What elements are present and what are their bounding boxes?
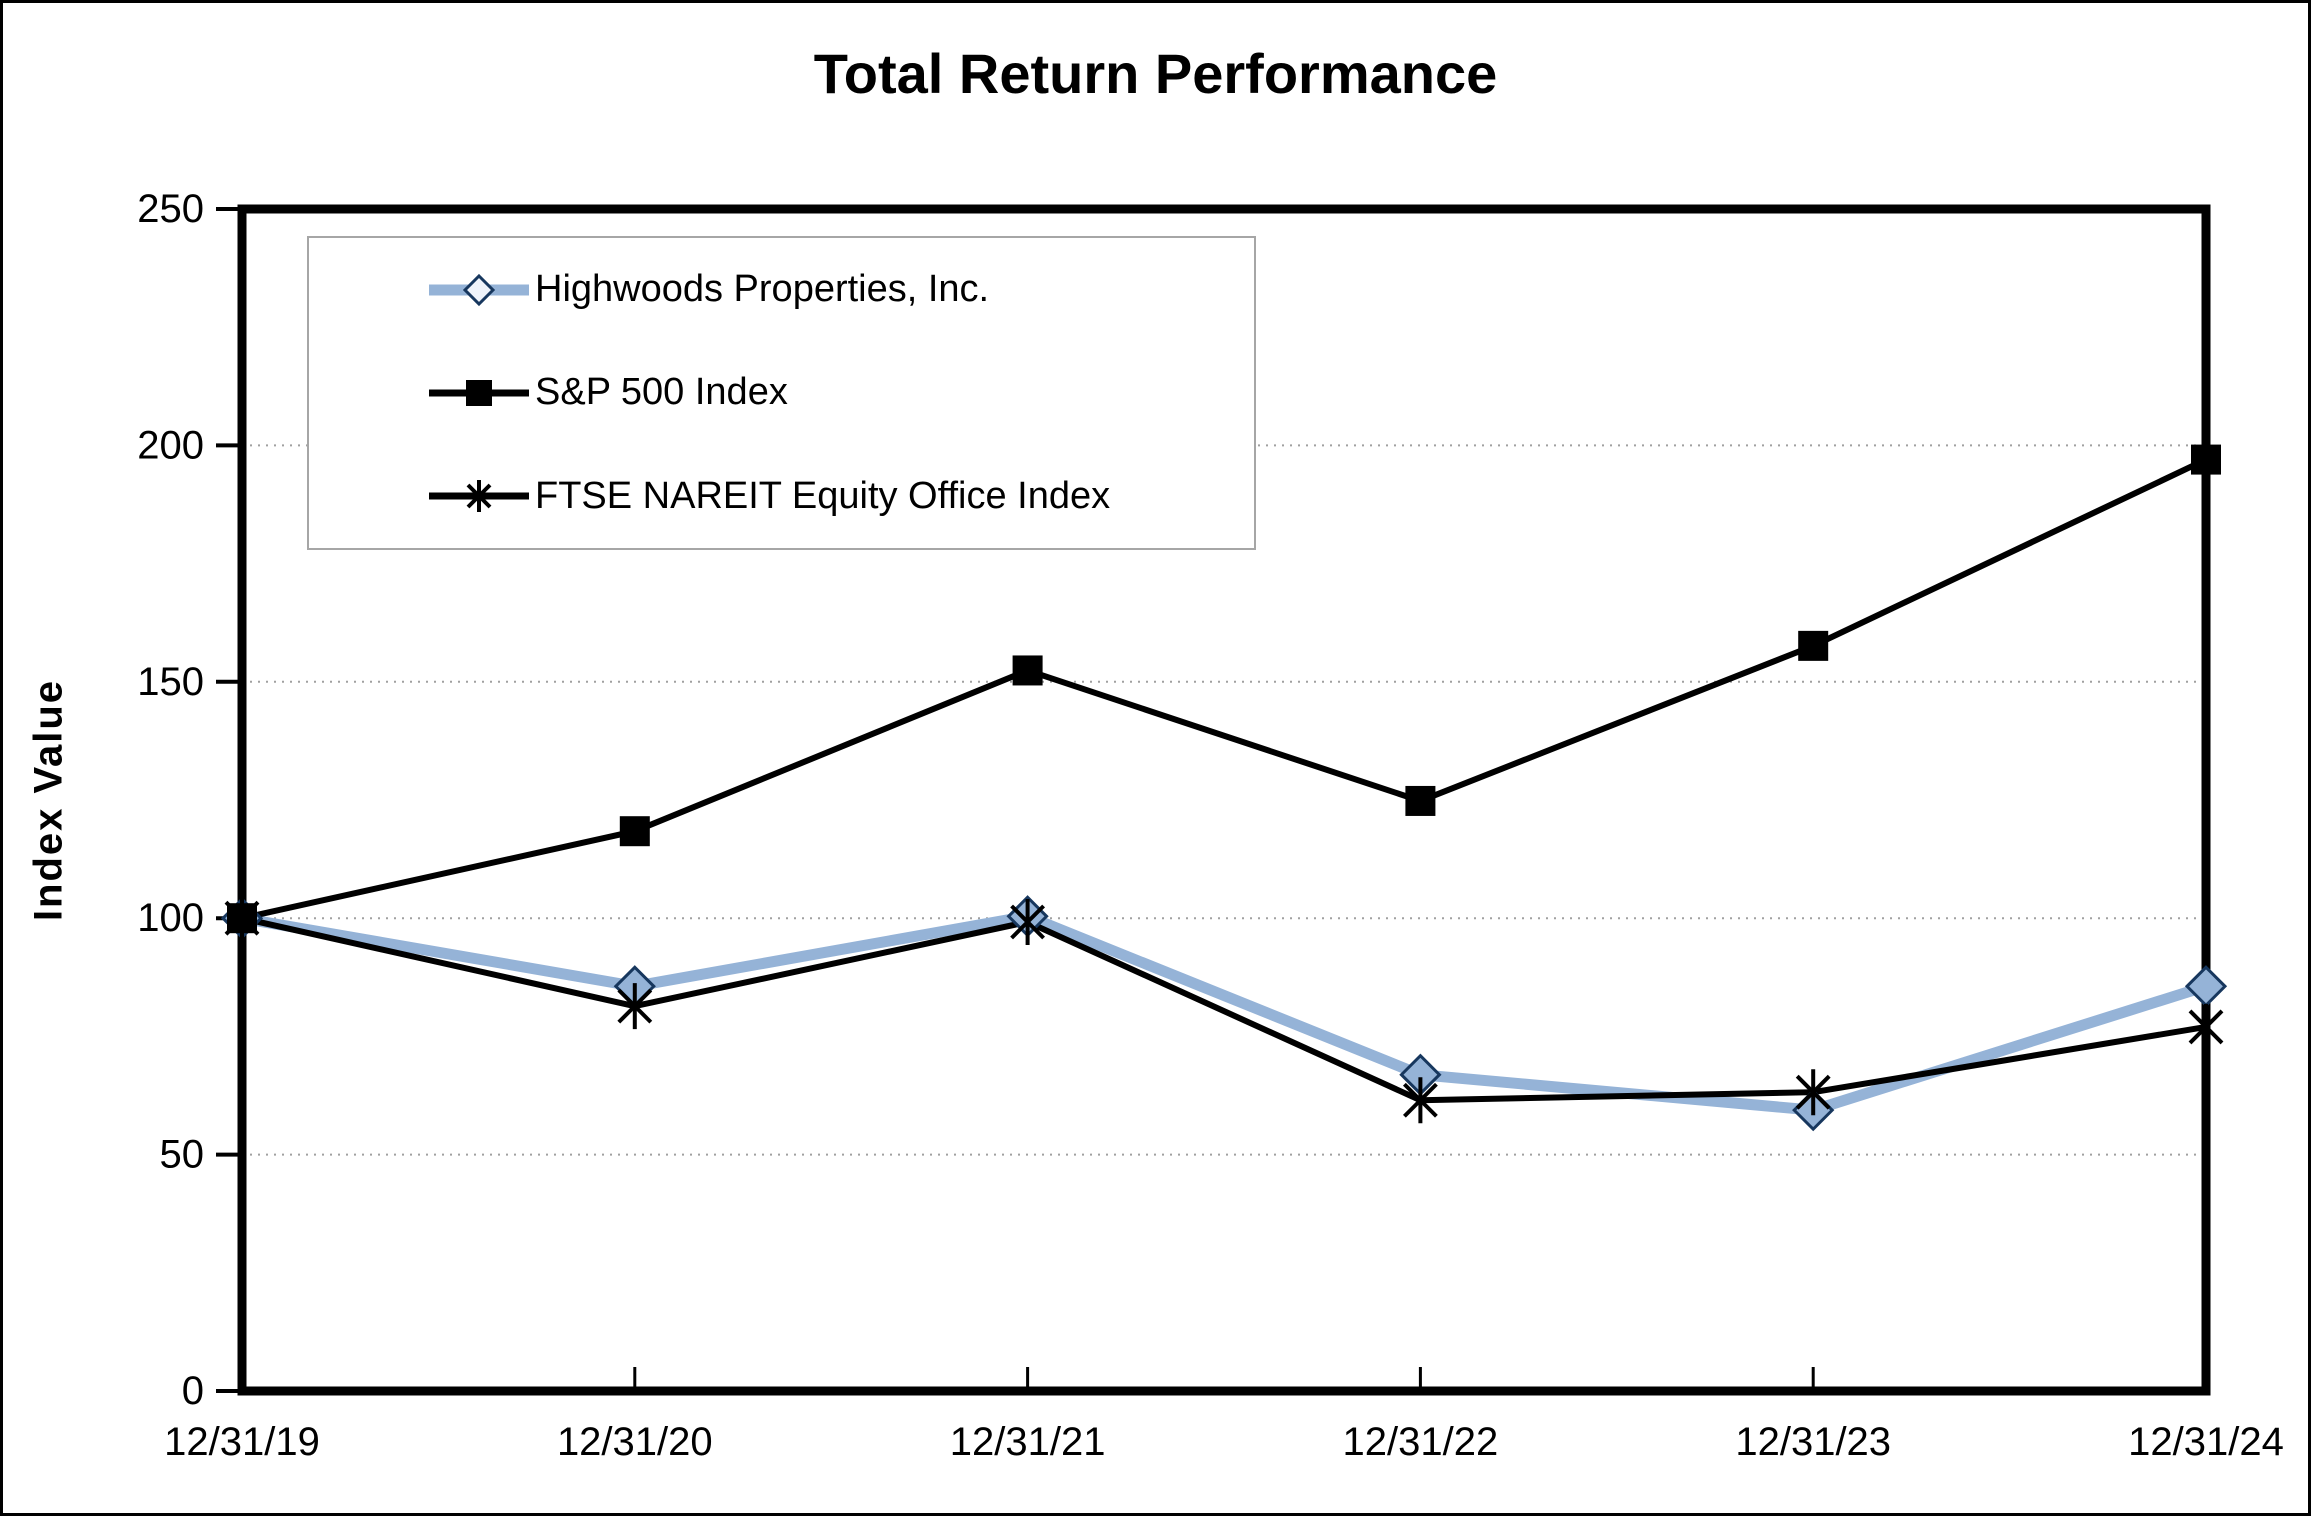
x-tick-label: 12/31/22 [1343, 1420, 1499, 1464]
ftse-line-asterisk-icon [429, 480, 529, 513]
asterisk-marker [1402, 1082, 1438, 1118]
y-tick-label: 0 [182, 1369, 204, 1413]
x-tick-label: 12/31/24 [2128, 1420, 2284, 1464]
chart-canvas: 0 50 100 150 200 250 12/31/19 12/31/20 12/31/21 1… [137, 187, 2284, 1464]
legend-label-sp500: S&P 500 Index [535, 371, 788, 414]
x-tick-label: 12/31/19 [164, 1420, 320, 1464]
square-marker [1798, 630, 1829, 661]
y-tick-label: 200 [137, 423, 204, 467]
asterisk-marker [2188, 1009, 2224, 1045]
x-tick-label: 12/31/21 [950, 1420, 1106, 1464]
square-marker [1405, 785, 1436, 816]
legend-item-ftse-nareit: FTSE NAREIT Equity Office Index [429, 474, 1254, 517]
plot-border [237, 204, 2211, 1396]
legend-item-highwoods: Highwoods Properties, Inc. [429, 268, 1254, 311]
asterisk-marker [1010, 904, 1046, 940]
highwoods-line-diamond-icon [429, 273, 529, 306]
square-marker [1012, 655, 1043, 686]
y-tick-label: 250 [137, 187, 204, 231]
square-marker [227, 903, 257, 934]
series-line-sp500 [241, 456, 2208, 922]
legend-label-highwoods: Highwoods Properties, Inc. [535, 268, 990, 311]
series-line-ftse [241, 915, 2207, 1104]
legend-item-sp500: S&P 500 Index [429, 371, 1254, 414]
series-line-highwoods [241, 910, 2208, 1116]
asterisk-marker [1795, 1074, 1831, 1110]
asterisk-marker [617, 988, 653, 1024]
square-marker [2191, 444, 2221, 475]
chart-title: Total Return Performance [813, 42, 1498, 105]
diamond-marker [2184, 965, 2228, 1008]
sp500-line-square-icon [429, 379, 529, 406]
y-tick-label: 50 [160, 1133, 205, 1177]
y-tick-label: 150 [137, 660, 204, 704]
y-tick-label: 100 [137, 896, 204, 940]
square-marker [619, 816, 650, 847]
x-tick-label: 12/31/23 [1735, 1420, 1891, 1464]
x-tick-label: 12/31/20 [557, 1420, 713, 1464]
legend-label-ftse-nareit: FTSE NAREIT Equity Office Index [535, 474, 1111, 517]
legend: Highwoods Properties, Inc. S&P 500 Index… [307, 236, 1256, 550]
